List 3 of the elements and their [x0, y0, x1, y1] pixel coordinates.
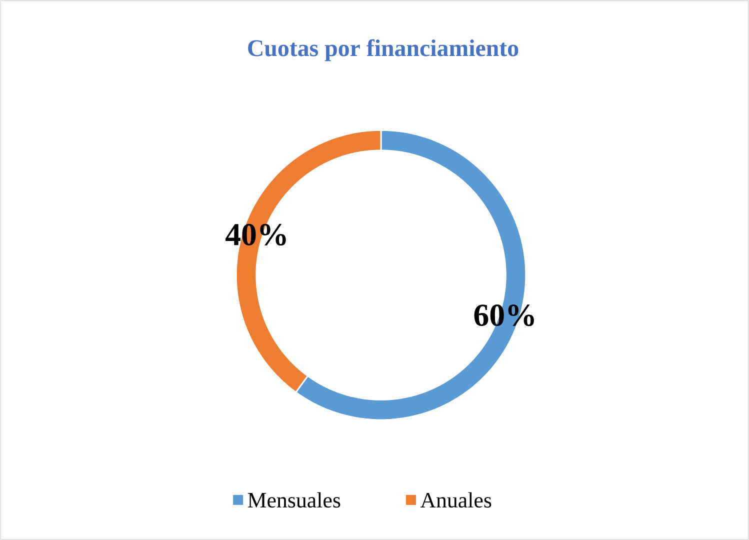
chart-title: Cuotas por financiamiento: [248, 39, 518, 62]
legend-label: Mensuales: [248, 492, 340, 508]
legend-label: Anuales: [420, 492, 492, 508]
